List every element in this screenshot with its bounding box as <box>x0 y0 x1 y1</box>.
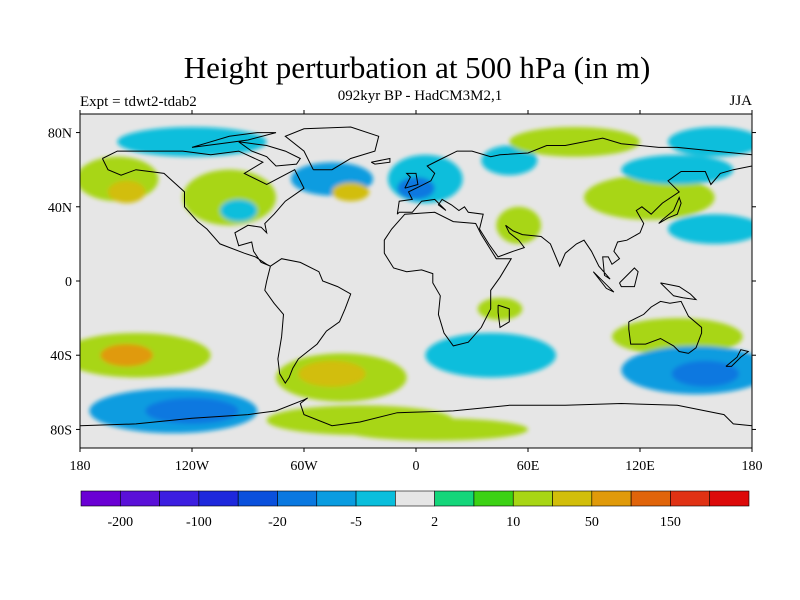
contour-region <box>668 126 752 157</box>
lat-tick-label: 0 <box>65 275 72 290</box>
colorbar-swatch <box>316 490 357 507</box>
contour-region <box>584 175 715 220</box>
lat-tick-label: 80S <box>50 423 72 438</box>
colorbar-label: -100 <box>186 515 212 530</box>
coastline-path <box>725 349 750 367</box>
lon-tick-label: 0 <box>413 459 420 474</box>
coastline-path <box>497 304 510 329</box>
contour-region <box>496 206 542 244</box>
coastline-path <box>191 132 277 148</box>
colorbar-swatch <box>434 490 475 507</box>
colorbar-swatch <box>80 490 121 507</box>
colorbar-swatch <box>198 490 239 507</box>
coastline-path <box>383 211 513 347</box>
coastline-path <box>238 141 302 167</box>
colorbar-swatch <box>552 490 593 507</box>
colorbar-label: -200 <box>107 515 133 530</box>
coastline-path <box>284 126 380 171</box>
contour-region <box>332 182 370 202</box>
coastline-path <box>264 258 352 385</box>
coastline-path <box>658 196 682 224</box>
contour-region <box>425 332 556 378</box>
colorbar-label: 50 <box>585 515 599 530</box>
colorbar-swatch <box>395 490 435 507</box>
colorbar-swatch <box>512 490 553 507</box>
contour-region <box>341 418 528 441</box>
colorbar-swatch <box>355 490 396 507</box>
coastline-path <box>660 282 698 301</box>
lat-tick-label: 80N <box>48 127 72 142</box>
coastline-path <box>101 150 305 267</box>
coastline-path <box>396 165 752 280</box>
contour-region <box>671 360 739 387</box>
colorbar-swatch <box>670 490 711 507</box>
contour-region <box>108 180 146 204</box>
contour-region <box>621 154 734 185</box>
coastlines <box>80 126 752 427</box>
colorbar-swatch <box>709 490 750 507</box>
colorbar-swatch <box>473 490 514 507</box>
contour-region <box>220 199 258 222</box>
map-axes: 80N 40N 0 40S 80S 180 120W 60W 0 60E 120E 180 <box>48 110 763 474</box>
colorbar-swatch <box>119 490 160 507</box>
chart-title: Height perturbation at 500 hPa (in m) <box>183 50 651 85</box>
contour-region <box>509 126 640 157</box>
colorbar-label: -20 <box>268 515 287 530</box>
contour-region <box>100 344 153 367</box>
contour-region <box>612 318 743 356</box>
lon-tick-label: 120E <box>625 459 655 474</box>
coastline-path <box>628 300 703 354</box>
lat-tick-label: 40N <box>48 201 72 216</box>
coastline-path <box>592 271 615 293</box>
contour-region <box>668 214 752 244</box>
coastline-path <box>396 137 752 215</box>
contour-field <box>80 114 752 448</box>
lon-tick-label: 180 <box>70 459 91 474</box>
colorbar-label: 10 <box>506 515 520 530</box>
colorbar-swatch <box>630 490 671 507</box>
colorbar: -200 -100 -20 -5 2 10 50 150 <box>80 490 750 530</box>
lat-tick-label: 40S <box>50 349 72 364</box>
colorbar-label: 150 <box>660 515 681 530</box>
contour-region <box>145 397 239 424</box>
colorbar-swatch <box>591 490 632 507</box>
colorbar-label: -5 <box>350 515 362 530</box>
lon-tick-label: 60E <box>517 459 540 474</box>
contour-region <box>117 126 267 157</box>
coastline-path <box>404 172 419 189</box>
coastline-path <box>80 397 752 427</box>
experiment-label: Expt = tdwt2-tdab2 <box>80 94 197 110</box>
colorbar-swatch <box>159 490 200 507</box>
contour-region <box>477 297 523 320</box>
colorbar-swatch <box>237 490 278 507</box>
lon-tick-label: 120W <box>175 459 210 474</box>
colorbar-label: 2 <box>431 515 438 530</box>
season-label: JJA <box>729 93 752 109</box>
lon-tick-label: 60W <box>290 459 318 474</box>
contour-region <box>298 360 366 387</box>
chart-subtitle: 092kyr BP - HadCM3M2,1 <box>337 88 503 104</box>
coastline-path <box>370 157 391 165</box>
coastline-path <box>619 267 639 288</box>
lon-tick-label: 180 <box>742 459 763 474</box>
colorbar-swatch <box>277 490 318 507</box>
